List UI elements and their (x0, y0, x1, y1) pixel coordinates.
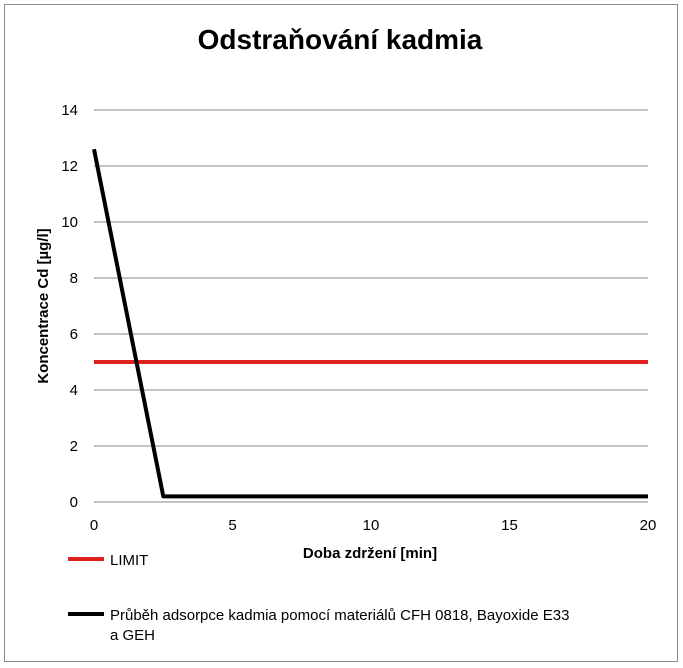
x-tick-labels: 0 5 10 15 20 (90, 517, 657, 534)
legend: LIMIT Průběh adsorpce kadmia pomocí mate… (68, 552, 569, 644)
x-tick-label: 15 (501, 517, 518, 534)
y-tick-label: 4 (70, 382, 78, 399)
legend-label-adsorption-line-1: Průběh adsorpce kadmia pomocí materiálů … (110, 607, 569, 624)
chart-frame (4, 4, 678, 662)
x-tick-label: 10 (363, 517, 380, 534)
chart-title: Odstraňování kadmia (198, 24, 483, 55)
y-axis-title: Koncentrace Cd [µg/l] (35, 228, 52, 383)
x-tick-label: 5 (228, 517, 236, 534)
y-tick-label: 10 (61, 214, 78, 231)
x-axis-title: Doba zdržení [min] (303, 545, 437, 562)
legend-label-adsorption-line-2: a GEH (110, 627, 155, 644)
legend-label-limit: LIMIT (110, 552, 148, 569)
y-tick-label: 8 (70, 270, 78, 287)
y-tick-label: 14 (61, 102, 78, 119)
x-tick-label: 20 (640, 517, 657, 534)
grid-lines (94, 109, 648, 503)
y-tick-label: 12 (61, 158, 78, 175)
y-tick-label: 6 (70, 326, 78, 343)
y-tick-labels: 0 2 4 6 8 10 12 14 (61, 102, 78, 511)
y-tick-label: 2 (70, 438, 78, 455)
y-tick-label: 0 (70, 494, 78, 511)
series-layer (92, 148, 648, 499)
series-line-adsorption (92, 148, 648, 499)
x-tick-label: 0 (90, 517, 98, 534)
